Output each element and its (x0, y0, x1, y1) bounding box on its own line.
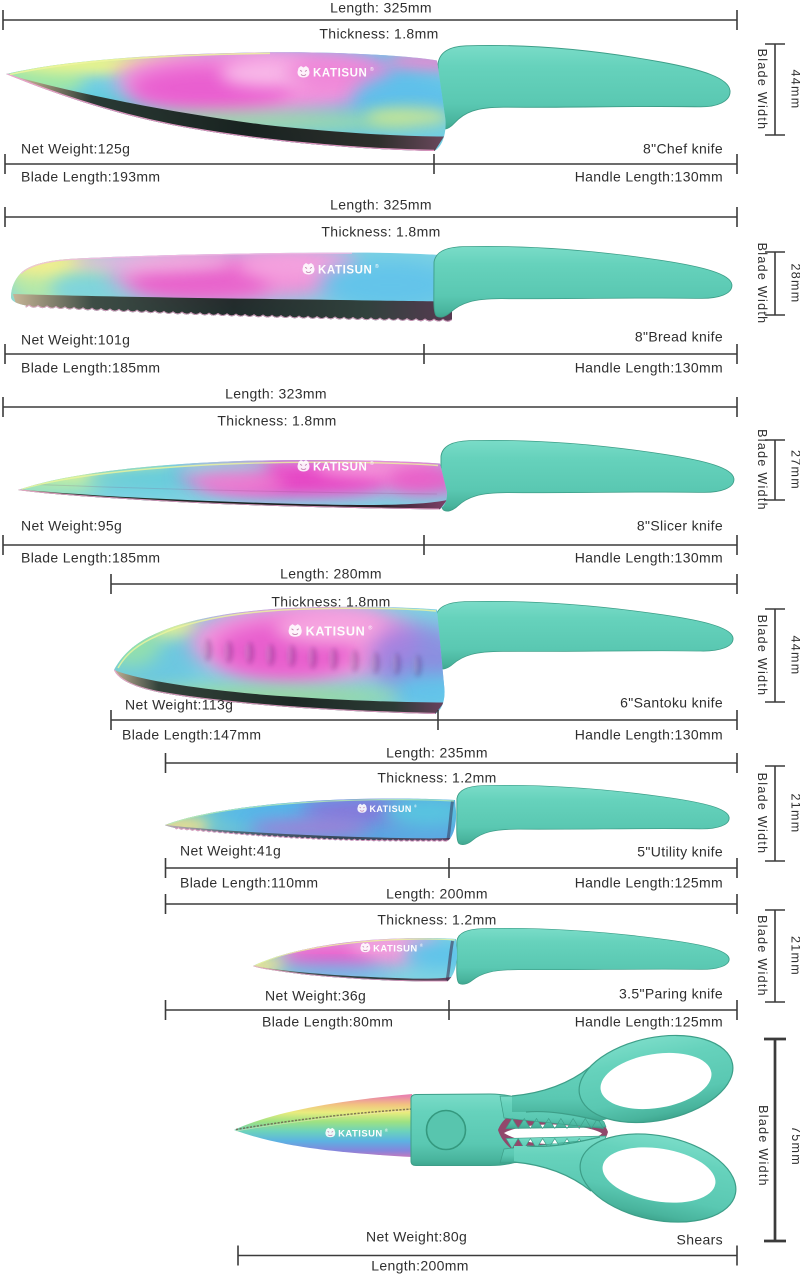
svg-text:Net Weight:101g: Net Weight:101g (21, 332, 130, 348)
svg-text:Thickness: 1.8mm: Thickness: 1.8mm (217, 413, 336, 429)
svg-text:Handle Length:125mm: Handle Length:125mm (575, 1014, 723, 1030)
svg-text:44mm: 44mm (789, 636, 800, 676)
svg-text:Handle Length:130mm: Handle Length:130mm (575, 727, 723, 743)
svg-text:Blade Width: Blade Width (755, 615, 769, 697)
svg-text:KATISUN: KATISUN (373, 942, 418, 953)
svg-text:75mm: 75mm (789, 1126, 800, 1166)
svg-text:Blade Width: Blade Width (756, 1105, 770, 1187)
svg-text:Length: 200mm: Length: 200mm (386, 886, 488, 902)
svg-text:Net Weight:41g: Net Weight:41g (180, 843, 281, 859)
svg-text:KATISUN: KATISUN (313, 68, 367, 80)
svg-text:Blade Length:147mm: Blade Length:147mm (122, 727, 261, 743)
svg-text:Blade Width: Blade Width (755, 915, 769, 997)
svg-text:27mm: 27mm (789, 450, 800, 490)
svg-text:Thickness: 1.2mm: Thickness: 1.2mm (377, 912, 496, 928)
svg-text:KATISUN: KATISUN (313, 462, 367, 474)
svg-text:Handle Length:130mm: Handle Length:130mm (575, 360, 723, 376)
svg-text:Blade Width: Blade Width (755, 773, 769, 855)
svg-text:Handle Length:125mm: Handle Length:125mm (575, 875, 723, 891)
svg-text:Length:200mm: Length:200mm (371, 1258, 469, 1274)
svg-text:KATISUN: KATISUN (306, 625, 366, 639)
svg-text:Net Weight:113g: Net Weight:113g (125, 697, 233, 713)
svg-text:Length: 280mm: Length: 280mm (280, 566, 382, 582)
svg-text:Blade Width: Blade Width (755, 49, 769, 131)
svg-text:®: ® (375, 263, 379, 270)
svg-text:21mm: 21mm (789, 936, 800, 976)
svg-text:Blade Length:185mm: Blade Length:185mm (21, 360, 160, 376)
svg-text:®: ® (420, 943, 423, 948)
svg-text:Blade Width: Blade Width (755, 243, 769, 325)
svg-text:8"Slicer knife: 8"Slicer knife (637, 518, 723, 534)
svg-text:Length: 235mm: Length: 235mm (386, 745, 488, 761)
svg-text:Blade Length:185mm: Blade Length:185mm (21, 550, 160, 566)
svg-text:®: ® (370, 460, 374, 467)
svg-text:Length: 325mm: Length: 325mm (330, 197, 432, 213)
svg-text:Net Weight:36g: Net Weight:36g (265, 988, 366, 1004)
svg-text:21mm: 21mm (789, 794, 800, 834)
svg-text:®: ® (368, 625, 372, 632)
svg-text:Net Weight:80g: Net Weight:80g (366, 1229, 467, 1245)
svg-text:®: ® (414, 804, 417, 809)
svg-text:44mm: 44mm (789, 70, 800, 110)
svg-text:Blade Length:110mm: Blade Length:110mm (180, 875, 318, 891)
svg-text:®: ® (370, 66, 374, 73)
svg-text:Thickness: 1.2mm: Thickness: 1.2mm (377, 770, 496, 786)
svg-text:Shears: Shears (677, 1232, 723, 1248)
svg-text:6"Santoku knife: 6"Santoku knife (620, 695, 723, 711)
svg-text:Blade Length:193mm: Blade Length:193mm (21, 169, 160, 185)
svg-text:5"Utility knife: 5"Utility knife (637, 844, 723, 860)
svg-text:8"Chef knife: 8"Chef knife (643, 141, 723, 157)
svg-text:Thickness: 1.8mm: Thickness: 1.8mm (319, 26, 438, 42)
svg-text:Blade Width: Blade Width (755, 429, 769, 511)
svg-text:Handle Length:130mm: Handle Length:130mm (575, 550, 723, 566)
svg-text:KATISUN: KATISUN (318, 265, 372, 277)
svg-text:Thickness: 1.8mm: Thickness: 1.8mm (271, 594, 390, 610)
svg-text:KATISUN: KATISUN (369, 804, 411, 814)
svg-text:8"Bread knife: 8"Bread knife (635, 329, 723, 345)
svg-text:KATISUN: KATISUN (338, 1127, 383, 1138)
svg-text:Net Weight:95g: Net Weight:95g (21, 518, 122, 534)
svg-text:Blade Length:80mm: Blade Length:80mm (262, 1014, 393, 1030)
svg-text:3.5"Paring knife: 3.5"Paring knife (619, 986, 723, 1002)
svg-text:28mm: 28mm (789, 264, 800, 304)
svg-text:®: ® (385, 1128, 388, 1133)
svg-text:Length: 323mm: Length: 323mm (225, 386, 327, 402)
svg-text:Handle Length:130mm: Handle Length:130mm (575, 169, 723, 185)
svg-text:Length: 325mm: Length: 325mm (330, 0, 432, 16)
svg-text:Thickness: 1.8mm: Thickness: 1.8mm (321, 224, 440, 240)
svg-text:Net Weight:125g: Net Weight:125g (21, 141, 130, 157)
